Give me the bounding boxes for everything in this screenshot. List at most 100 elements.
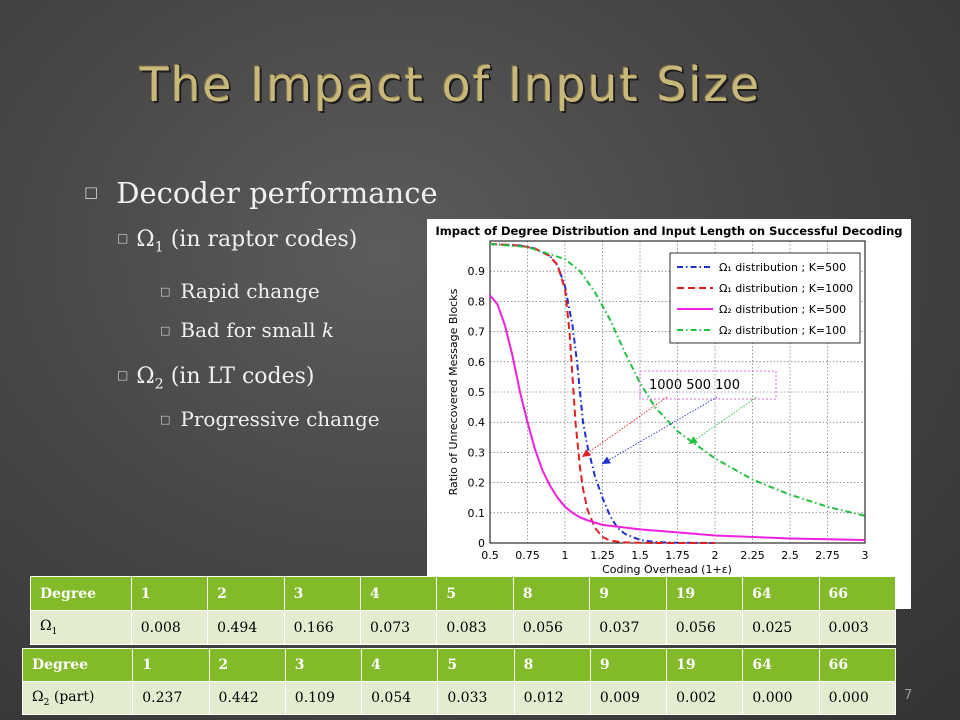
header-cell: 3 — [283, 576, 362, 611]
x-tick-label: 2.75 — [815, 549, 840, 562]
header-label: Degree — [30, 576, 132, 611]
chart-legend: Ω₁ distribution ; K=500 Ω₁ distribution ;… — [669, 252, 861, 344]
bullet-box-icon: □ — [160, 285, 171, 298]
series-line-4 — [489, 243, 866, 517]
omega-subscript: 2 — [43, 697, 50, 708]
legend-entry: Ω₂ distribution ; K=100 — [719, 324, 846, 337]
value-cell: 0.000 — [818, 681, 897, 715]
value-cell: 0.025 — [742, 610, 820, 645]
x-tick-labels: 0.5 0.75 1 1.25 1.5 1.75 2 2.25 2.5 2.75 3 — [481, 549, 868, 562]
header-cell: 1 — [132, 648, 210, 682]
header-cell: 19 — [665, 576, 744, 611]
row-label-suffix: (part) — [49, 688, 95, 705]
header-cell: 8 — [513, 648, 591, 682]
header-label: Degree — [21, 648, 134, 682]
value-cell: 0.003 — [818, 610, 897, 645]
row-label: Ω1 — [30, 610, 132, 645]
arrow-head-icon — [689, 436, 698, 444]
arrow-head-icon — [602, 456, 611, 464]
header-cell: 5 — [436, 576, 514, 611]
value-cell: 0.054 — [361, 681, 439, 715]
value-cell: 0.000 — [742, 681, 820, 715]
x-tick-label: 2.5 — [781, 549, 799, 562]
value-cell: 0.008 — [130, 610, 209, 645]
bullet-text: (in raptor codes) — [163, 227, 358, 252]
y-tick-label: 0.1 — [468, 507, 486, 520]
x-tick-label: 1 — [562, 549, 569, 562]
omega1-distribution-table: Degree 1 2 3 4 5 8 9 19 64 66 Ω1 0.008 0.494 0.166 0.… — [30, 576, 897, 645]
value-cell: 0.109 — [284, 681, 363, 715]
bullet-decoder-performance: □ Decoder performance — [84, 176, 438, 210]
y-tick-label: 0.4 — [468, 416, 486, 429]
y-tick-label: 0.7 — [468, 326, 486, 339]
series-line-2 — [489, 243, 715, 544]
table-row: Ω2 (part) 0.237 0.442 0.109 0.054 0.033 0.012… — [21, 681, 897, 715]
x-tick-label: 1.25 — [590, 549, 615, 562]
bullet-box-icon: □ — [160, 324, 171, 337]
bullet-box-icon: □ — [84, 183, 99, 201]
header-cell: 64 — [742, 648, 820, 682]
header-cell: 2 — [207, 576, 285, 611]
y-tick-label: 0 — [478, 537, 485, 550]
decoding-chart: Impact of Degree Distribution and Input … — [427, 219, 911, 609]
bullet-text: Decoder performance — [116, 176, 438, 210]
omega-symbol: Ω — [136, 227, 155, 252]
chart-title: Impact of Degree Distribution and Input … — [435, 224, 902, 238]
value-cell: 0.002 — [666, 681, 744, 715]
y-tick-label: 0.2 — [468, 477, 486, 490]
table-header-row: Degree 1 2 3 4 5 8 9 19 64 66 — [21, 648, 897, 682]
bullet-text: Rapid change — [180, 279, 320, 303]
legend-entry: Ω₁ distribution ; K=1000 — [719, 282, 853, 295]
value-cell: 0.442 — [208, 681, 286, 715]
x-tick-label: 0.5 — [481, 549, 499, 562]
value-cell: 0.237 — [132, 681, 210, 715]
y-tick-label: 0.8 — [468, 295, 486, 308]
row-label: Ω2 (part) — [21, 681, 134, 715]
k-variable: k — [321, 318, 334, 342]
bullet-bad-for-small-k: □ Bad for small k — [160, 318, 334, 342]
value-cell: 0.166 — [283, 610, 362, 645]
legend-entry: Ω₁ distribution ; K=500 — [719, 261, 846, 274]
bullet-progressive-change: □ Progressive change — [160, 407, 380, 431]
omega-symbol: Ω — [136, 364, 155, 389]
value-cell: 0.037 — [589, 610, 667, 645]
bullet-text: Bad for small — [180, 318, 322, 342]
table-header-row: Degree 1 2 3 4 5 8 9 19 64 66 — [30, 576, 897, 611]
omega-symbol: Ω — [40, 618, 52, 635]
x-tick-label: 2 — [712, 549, 719, 562]
annotation-arrow — [581, 396, 668, 458]
x-tick-label: 3 — [862, 549, 869, 562]
header-cell: 2 — [208, 648, 286, 682]
bullet-text: (in LT codes) — [163, 364, 315, 389]
value-cell: 0.012 — [513, 681, 591, 715]
bullet-text: Progressive change — [180, 407, 380, 431]
series-line-1 — [489, 243, 716, 544]
omega-subscript: 1 — [51, 626, 58, 637]
y-axis-label: Ratio of Unrecovered Message Blocks — [447, 288, 460, 495]
header-cell: 1 — [130, 576, 209, 611]
y-tick-labels: 0 0.1 0.2 0.3 0.4 0.5 0.6 0.7 0.8 0.9 — [468, 265, 486, 550]
value-cell: 0.083 — [436, 610, 514, 645]
header-cell: 8 — [512, 576, 591, 611]
value-cell: 0.073 — [359, 610, 438, 645]
y-tick-label: 0.3 — [468, 446, 486, 459]
bullet-omega1: □ Ω1 (in raptor codes) — [117, 227, 357, 255]
omega-subscript: 2 — [154, 376, 164, 393]
header-cell: 9 — [589, 648, 668, 682]
bullet-box-icon: □ — [117, 368, 129, 382]
chart-series — [489, 243, 866, 544]
annotation-box — [639, 370, 777, 400]
omega2-distribution-table: Degree 1 2 3 4 5 8 9 19 64 66 Ω2 (part) 0.237 0.442… — [21, 648, 897, 715]
header-cell: 9 — [589, 576, 667, 611]
value-cell: 0.056 — [665, 610, 744, 645]
bullet-omega2: □ Ω2 (in LT codes) — [117, 364, 315, 392]
page-number: 7 — [904, 688, 913, 703]
header-cell: 5 — [437, 648, 515, 682]
bullet-box-icon: □ — [160, 413, 171, 426]
header-cell: 4 — [361, 648, 439, 682]
bullet-box-icon: □ — [117, 231, 129, 245]
x-axis-label: Coding Overhead (1+ε) — [602, 563, 732, 576]
series-line-3 — [489, 294, 866, 541]
header-cell: 66 — [818, 576, 897, 611]
bullet-rapid-change: □ Rapid change — [160, 279, 320, 303]
